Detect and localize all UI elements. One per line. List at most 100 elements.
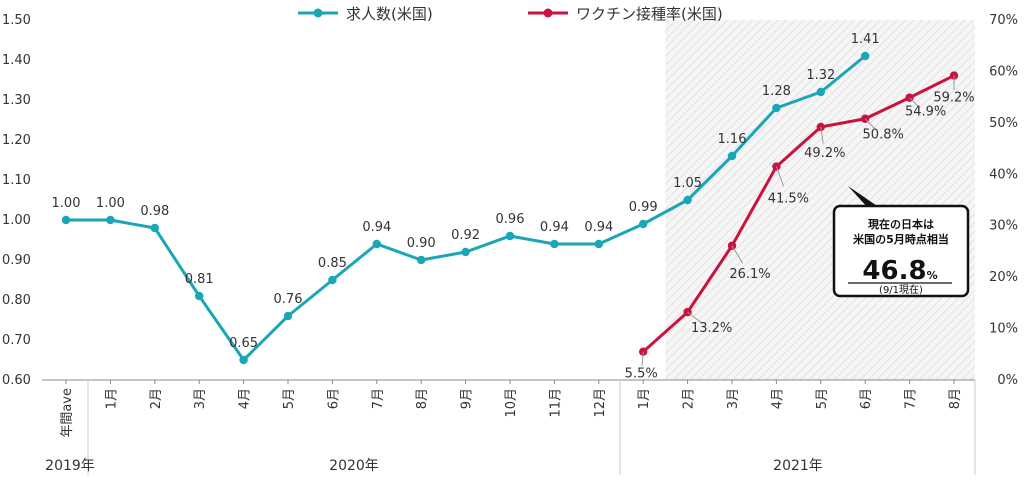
data-label: 0.94 — [362, 220, 391, 235]
callout-line1: 現在の日本は — [868, 217, 934, 231]
legend-jobs-marker — [313, 8, 323, 18]
data-label: 0.85 — [318, 256, 347, 271]
data-label: 49.2% — [804, 146, 845, 161]
data-point — [816, 87, 825, 97]
y-right-tick-label: 50% — [989, 116, 1018, 131]
data-point — [150, 223, 159, 233]
data-label: 0.98 — [140, 204, 169, 219]
data-point — [328, 275, 337, 285]
y-left-tick-label: 0.60 — [2, 373, 31, 388]
data-label: 1.32 — [806, 68, 835, 83]
data-label-leader — [909, 97, 920, 108]
x-tick-label: 8月 — [948, 388, 963, 409]
y-left-tick-label: 1.50 — [2, 13, 31, 28]
data-point — [239, 355, 248, 365]
data-label: 0.76 — [274, 292, 303, 307]
data-label: 0.96 — [496, 212, 525, 227]
legend-vaccine-label: ワクチン接種率(米国) — [576, 5, 723, 23]
data-label: 1.00 — [96, 196, 125, 211]
series-line — [642, 74, 955, 353]
data-label-leader — [731, 245, 744, 264]
data-point — [505, 231, 515, 241]
x-tick-label: 6月 — [859, 388, 874, 409]
callout-value: 46.8% — [862, 256, 937, 286]
y-left-tick-label: 1.20 — [2, 133, 31, 148]
group-label-2020: 2020年 — [329, 458, 379, 474]
highlight-region — [665, 20, 975, 380]
x-tick-label: 5月 — [815, 388, 830, 409]
data-label: 1.16 — [718, 132, 747, 147]
x-tick-label: 8月 — [415, 388, 430, 409]
group-label-2019: 2019年 — [45, 458, 95, 474]
x-tick-label: 2月 — [149, 388, 164, 409]
data-point — [461, 247, 470, 257]
axes: 0.60 0.70 0.80 0.90 1.00 1.10 1.20 1.30 1.40 1.50… — [2, 13, 1018, 475]
y-right-tick-label: 0% — [997, 373, 1018, 388]
data-label-leader — [820, 126, 824, 144]
y-right-tick-label: 10% — [989, 322, 1018, 337]
x-tick-label: 4月 — [770, 388, 785, 409]
y-left-tick-label: 1.30 — [2, 93, 31, 108]
callout-big: 46.8 — [862, 256, 926, 286]
x-tick-label: 9月 — [460, 388, 475, 409]
x-tick-label: 6月 — [326, 388, 341, 409]
series-jobs: 1.00 1.00 0.98 0.81 0.65 0.76 0.85 0.94 0.90 0.92… — [52, 32, 880, 365]
data-label: 1.00 — [52, 196, 81, 211]
data-label: 41.5% — [768, 192, 809, 207]
data-label: 54.9% — [905, 105, 946, 120]
data-label: 1.05 — [673, 176, 702, 191]
y-right-tick-label: 40% — [989, 167, 1018, 182]
x-tick-label: 12月 — [593, 388, 608, 418]
x-tick-label: 3月 — [726, 388, 741, 409]
x-tick-label: 2月 — [682, 388, 697, 409]
data-label: 50.8% — [863, 128, 904, 143]
y-right-tick-label: 30% — [989, 219, 1018, 234]
data-point — [372, 239, 381, 249]
callout-line2: 米国の5月時点相当 — [852, 232, 949, 246]
data-label: 0.92 — [451, 228, 480, 243]
data-label: 0.99 — [629, 200, 658, 215]
legend-jobs-label: 求人数(米国) — [346, 5, 433, 23]
y-left-tick-label: 1.40 — [2, 53, 31, 68]
data-label: 59.2% — [933, 91, 974, 106]
y-left-tick-label: 0.70 — [2, 333, 31, 348]
data-point — [550, 239, 559, 249]
data-label: 26.1% — [729, 267, 770, 282]
callout-note: (9/1現在) — [879, 284, 923, 296]
data-label-leader — [864, 118, 877, 131]
y-left-tick-label: 0.80 — [2, 293, 31, 308]
data-point — [683, 195, 692, 205]
x-tick-label: 10月 — [504, 388, 519, 418]
x-tick-label: 1月 — [637, 388, 652, 409]
y-left-tick-label: 1.10 — [2, 173, 31, 188]
data-point — [639, 219, 648, 229]
data-point — [417, 255, 426, 265]
data-point — [683, 307, 692, 317]
y-right-tick-label: 70% — [989, 13, 1018, 28]
data-point — [594, 239, 603, 249]
callout-box: 現在の日本は 米国の5月時点相当 46.8% (9/1現在) — [832, 186, 970, 298]
data-point — [61, 215, 71, 225]
data-point — [283, 311, 293, 321]
x-tick-label: 3月 — [193, 388, 208, 409]
data-label: 1.28 — [762, 84, 791, 99]
callout-frame — [832, 204, 970, 298]
data-point — [106, 215, 115, 225]
data-point — [861, 51, 870, 61]
callout-pointer — [848, 186, 880, 208]
data-label: 0.90 — [407, 236, 436, 251]
data-label-leader — [687, 311, 703, 324]
callout-unit: % — [927, 269, 938, 282]
data-label: 0.65 — [229, 336, 258, 351]
data-label: 0.94 — [584, 220, 613, 235]
legend-vaccine-marker — [543, 8, 553, 18]
y-right-tick-label: 20% — [989, 270, 1018, 285]
y-left-tick-label: 0.90 — [2, 253, 31, 268]
data-label: 5.5% — [625, 367, 658, 382]
x-tick-label: 7月 — [371, 388, 386, 409]
y-left-tick-label: 1.00 — [2, 213, 31, 228]
x-tick-label: 4月 — [238, 388, 253, 409]
x-tick-label: 5月 — [282, 388, 297, 409]
y-right-tick-label: 60% — [989, 64, 1018, 79]
